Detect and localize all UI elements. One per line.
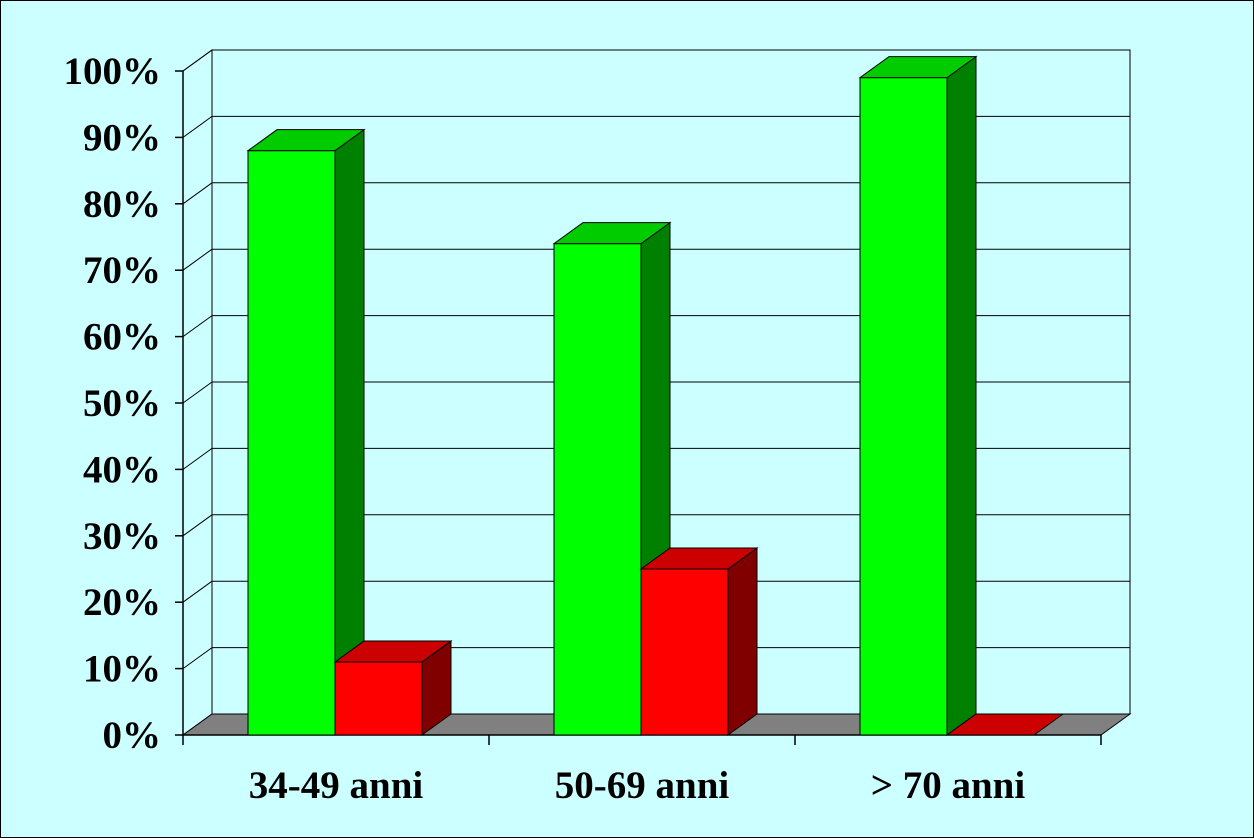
bar-2-0 (858, 55, 978, 736)
x-category-label: 34-49 anni (249, 764, 424, 807)
bar-top (552, 222, 672, 245)
gridline-side (182, 580, 213, 603)
bar-top (945, 713, 1065, 736)
bar-front (859, 77, 948, 736)
x-category-labels: 34-49 anni 50-69 anni > 70 anni (249, 764, 1026, 807)
gridline-side (182, 647, 213, 670)
bar-top (246, 129, 366, 152)
bar-side (727, 547, 758, 736)
y-tick-label: 30% (83, 515, 161, 558)
y-tick-label: 70% (83, 249, 161, 292)
gridline-side (182, 182, 213, 205)
gridline-side (182, 447, 213, 470)
gridline-side (182, 315, 213, 338)
gridline-side (182, 49, 213, 72)
gridlines (182, 49, 1130, 670)
bar-front (247, 150, 336, 736)
bar-front (640, 568, 729, 736)
bar-top (333, 640, 453, 663)
bars (246, 55, 1065, 736)
y-tick-label: 90% (83, 116, 161, 159)
y-tick-label: 20% (83, 581, 161, 624)
bar-2-1 (945, 713, 1065, 736)
gridline-side (182, 514, 213, 537)
gridline-side (182, 248, 213, 271)
y-tick-label: 100% (64, 50, 162, 93)
x-category-label: > 70 anni (871, 764, 1026, 807)
bar-1-1 (639, 547, 759, 736)
bar-side (946, 55, 977, 736)
y-tick-label: 50% (83, 382, 161, 425)
bar-top (639, 547, 759, 570)
bar-0-0 (246, 128, 366, 736)
x-category-label: 50-69 anni (555, 764, 730, 807)
y-tick-label: 0% (103, 714, 162, 757)
bar-top (858, 56, 978, 79)
y-tick-label: 60% (83, 316, 161, 359)
bar-front (334, 661, 423, 736)
y-tick-label: 40% (83, 448, 161, 491)
y-tick-label: 10% (83, 648, 161, 691)
y-tick-label: 80% (83, 183, 161, 226)
y-tick-labels: 0% 10% 20% 30% 40% 50% 60% 70% 80% 90% 100% (64, 50, 162, 757)
bar-front (553, 243, 642, 736)
gridline-side (182, 115, 213, 138)
bar-0-1 (333, 639, 453, 736)
gridline-side (182, 381, 213, 404)
